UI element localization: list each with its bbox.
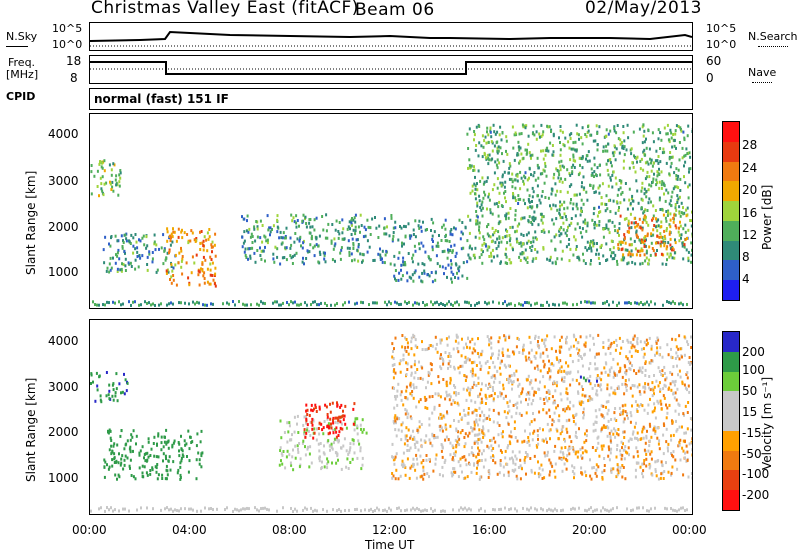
nave-legend-line (752, 82, 772, 83)
vel-cbar-tick-minus100: -100 (742, 467, 770, 481)
power-cbar-tick-12: 12 (742, 228, 758, 242)
velocity-colorbar-swatch (723, 450, 739, 471)
velocity-colorbar-swatch (723, 490, 739, 510)
power-colorbar-swatch (723, 122, 739, 142)
nsky-tick-low: 10^0 (52, 38, 83, 51)
cpid-value: normal (fast) 151 IF (94, 92, 229, 106)
nsearch-label: N.Search (748, 30, 798, 43)
power-colorbar-swatch (723, 161, 739, 182)
nsky-trace (90, 30, 692, 47)
velocity-colorbar-swatch (723, 411, 739, 431)
freq-panel (89, 55, 693, 84)
xtick-1200: 12:00 (372, 523, 407, 537)
power-colorbar-swatch (723, 201, 739, 221)
power-cbar-label: Power [dB] (760, 184, 774, 250)
power-panel (89, 113, 693, 309)
velocity-colorbar-swatch (723, 470, 739, 491)
power-ylabel: Slant Range [km] (24, 170, 38, 275)
freq-tick-high: 18 (66, 54, 82, 68)
velocity-colorbar-swatch (723, 371, 739, 392)
nsearch-tick-low: 10^0 (706, 38, 737, 51)
cpid-label: CPID (6, 90, 36, 103)
power-colorbar-swatch (723, 280, 739, 300)
power-echo-region (90, 159, 122, 198)
power-echo-region (616, 213, 692, 257)
nsearch-legend-line (758, 46, 788, 47)
vel-cbar-tick-15: 15 (742, 405, 758, 419)
power-cbar-tick-8: 8 (742, 250, 750, 264)
chart-title: Christmas Valley East (fitACF) (91, 0, 359, 18)
freq-trace (90, 61, 692, 75)
beam-label: Beam 06 (355, 0, 435, 20)
power-cbar-tick-4: 4 (742, 272, 750, 286)
nave-tick-high: 60 (706, 54, 722, 68)
vel-cbar-tick-minus200: -200 (742, 488, 770, 502)
velocity-echo-region (303, 401, 356, 440)
power-ytick-4000: 4000 (48, 127, 79, 141)
power-heatmap (90, 123, 692, 307)
cpid-panel: normal (fast) 151 IF (89, 88, 693, 110)
power-cbar-tick-20: 20 (742, 183, 758, 197)
vel-cbar-tick-minus15: -15 (742, 426, 762, 440)
power-echo-region (466, 123, 692, 266)
nsky-legend-line (6, 46, 28, 47)
power-echo-region (241, 213, 393, 266)
xtick-2400: 00:00 (672, 523, 707, 537)
vel-cbar-tick-200: 200 (742, 345, 765, 359)
power-echo-region (102, 232, 180, 274)
power-echo-region (391, 217, 469, 284)
nsky-tick-high: 10^5 (52, 22, 83, 35)
power-echo-region (165, 227, 217, 288)
power-near-range-strip (92, 300, 688, 307)
power-cbar-tick-24: 24 (742, 161, 758, 175)
power-colorbar (722, 121, 740, 301)
vel-cbar-tick-100: 100 (742, 363, 765, 377)
freq-tick-low: 8 (70, 71, 78, 85)
velocity-colorbar-swatch (723, 430, 739, 451)
velocity-heatmap (90, 333, 692, 513)
velocity-echo-region (579, 375, 598, 383)
nsky-panel (89, 22, 693, 51)
xtick-1600: 16:00 (472, 523, 507, 537)
power-ytick-1000: 1000 (48, 265, 79, 279)
power-cbar-tick-28: 28 (742, 138, 758, 152)
velocity-echo-region (391, 333, 692, 481)
velocity-echo-region (103, 428, 204, 481)
power-colorbar-swatch (723, 181, 739, 202)
power-cbar-tick-16: 16 (742, 206, 758, 220)
xtick-0000: 00:00 (72, 523, 107, 537)
velocity-panel (89, 319, 693, 515)
nave-tick-low: 0 (706, 71, 714, 85)
nave-label: Nave (748, 66, 777, 79)
velocity-cbar-label: Velocity [m s⁻¹] (760, 376, 774, 470)
date-label: 02/May/2013 (585, 0, 702, 18)
vel-cbar-tick-50: 50 (742, 384, 758, 398)
vel-cbar-tick-minus50: -50 (742, 447, 762, 461)
power-colorbar-swatch (723, 260, 739, 281)
velocity-colorbar (722, 331, 740, 511)
power-ytick-3000: 3000 (48, 174, 79, 188)
xtick-2000: 20:00 (572, 523, 607, 537)
nsky-label: N.Sky (6, 30, 38, 43)
velocity-colorbar-swatch (723, 351, 739, 372)
velocity-near-range-strip (90, 506, 688, 513)
x-axis-label: Time UT (365, 538, 415, 552)
vel-ytick-2000: 2000 (48, 425, 79, 439)
xtick-0800: 08:00 (272, 523, 307, 537)
vel-ytick-1000: 1000 (48, 471, 79, 485)
nsearch-tick-high: 10^5 (706, 22, 737, 35)
freq-label: Freq. (8, 56, 36, 69)
freq-unit-label: [MHz] (6, 68, 39, 81)
velocity-echo-region (90, 371, 129, 404)
xtick-0400: 04:00 (172, 523, 207, 537)
power-colorbar-swatch (723, 240, 739, 261)
power-colorbar-swatch (723, 141, 739, 162)
velocity-colorbar-swatch (723, 391, 739, 412)
velocity-colorbar-swatch (723, 332, 739, 352)
velocity-ylabel: Slant Range [km] (24, 377, 38, 482)
power-colorbar-swatch (723, 220, 739, 241)
vel-ytick-4000: 4000 (48, 334, 79, 348)
power-ytick-2000: 2000 (48, 220, 79, 234)
vel-ytick-3000: 3000 (48, 380, 79, 394)
